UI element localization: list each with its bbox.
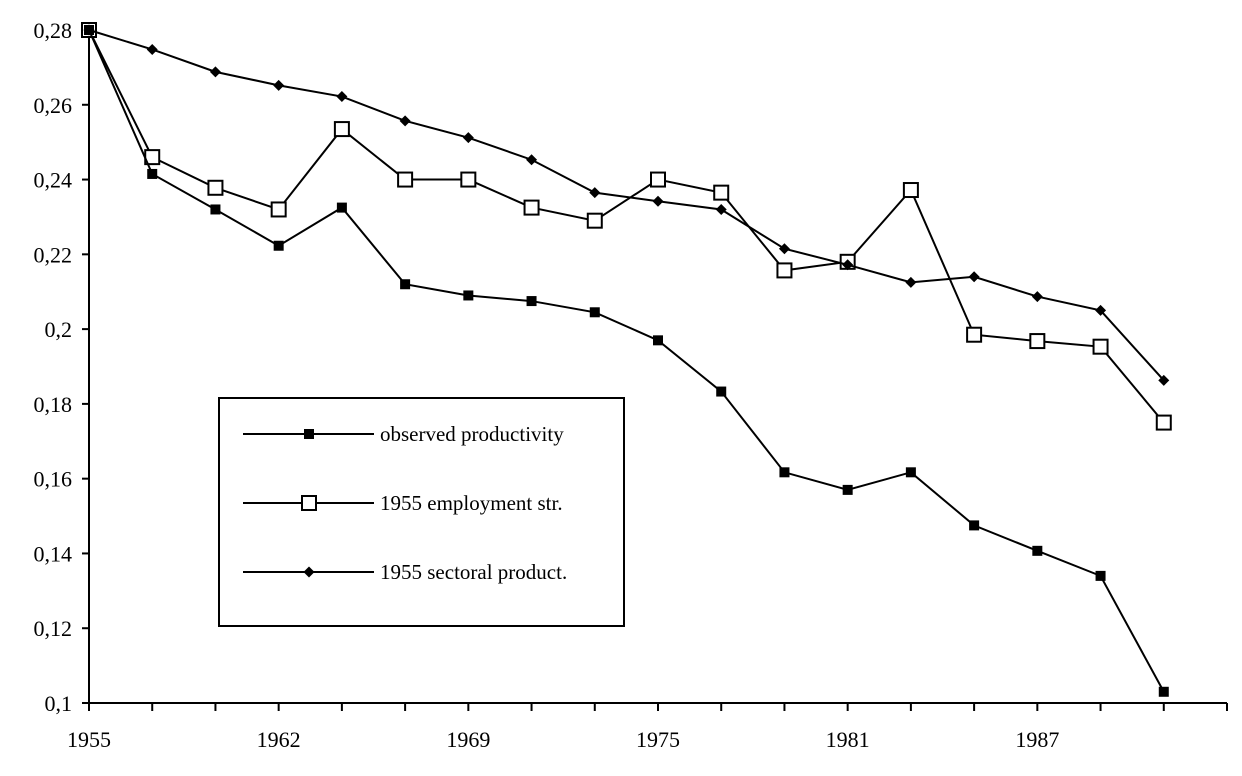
series-1955-sectoral-product xyxy=(83,24,1170,386)
y-tick-label: 0,24 xyxy=(34,168,73,193)
data-point xyxy=(650,171,666,188)
data-point xyxy=(526,154,538,166)
legend-label: 1955 employment str. xyxy=(380,491,563,515)
data-point xyxy=(902,182,919,199)
data-point xyxy=(842,484,853,495)
data-point xyxy=(333,121,350,138)
data-point xyxy=(273,79,285,91)
x-tick-label: 1987 xyxy=(1015,727,1059,752)
series-observed-productivity xyxy=(84,25,1169,697)
data-point xyxy=(716,386,727,397)
legend-entry: 1955 employment str. xyxy=(243,491,563,515)
data-point xyxy=(778,243,790,255)
x-tick-label: 1975 xyxy=(636,727,680,752)
data-point xyxy=(336,91,348,103)
data-point xyxy=(336,202,347,213)
data-point xyxy=(842,259,854,271)
y-tick-label: 0,12 xyxy=(34,616,73,641)
series-1955-employment-str xyxy=(81,22,1172,431)
y-tick-label: 0,16 xyxy=(34,467,73,492)
data-point xyxy=(397,171,414,188)
y-axis: 0,1 0,12 0,14 0,16 0,18 0,2 0,22 0,24 0,26 0,28 xyxy=(34,18,90,716)
data-point xyxy=(1029,333,1046,350)
data-point xyxy=(966,326,983,343)
x-tick-label: 1981 xyxy=(826,727,870,752)
x-tick-label: 1962 xyxy=(257,727,301,752)
data-point xyxy=(1031,291,1043,303)
x-tick-label: 1955 xyxy=(67,727,111,752)
series-layer xyxy=(81,22,1172,697)
data-point xyxy=(1095,304,1107,316)
data-point xyxy=(713,184,730,201)
data-point xyxy=(653,335,663,346)
data-point xyxy=(776,262,793,279)
data-point xyxy=(1092,338,1109,355)
data-point xyxy=(589,307,600,318)
data-point xyxy=(652,195,664,207)
y-tick-label: 0,26 xyxy=(34,93,73,118)
data-point xyxy=(905,467,916,478)
data-point xyxy=(273,240,284,251)
y-tick-label: 0,28 xyxy=(34,18,73,43)
data-point xyxy=(207,179,224,196)
legend-label: observed productivity xyxy=(380,422,564,446)
legend-marker xyxy=(304,429,314,439)
data-point xyxy=(400,279,411,290)
data-point xyxy=(586,212,603,229)
y-tick-label: 0,22 xyxy=(34,242,73,267)
data-point xyxy=(210,204,221,215)
y-tick-label: 0,2 xyxy=(45,317,73,342)
x-axis: 1955 1962 1969 1975 1981 1987 xyxy=(67,702,1228,752)
data-point xyxy=(83,24,95,36)
legend-entry: observed productivity xyxy=(243,422,564,446)
y-tick-label: 0,1 xyxy=(45,691,73,716)
data-point xyxy=(147,168,158,179)
data-point xyxy=(270,201,287,218)
data-point xyxy=(969,520,980,531)
data-point xyxy=(1158,374,1170,386)
legend-marker xyxy=(303,566,315,578)
data-point xyxy=(526,296,537,307)
series-line xyxy=(88,29,1165,693)
series-line xyxy=(88,29,1165,424)
data-point xyxy=(1032,545,1043,556)
legend-entry: 1955 sectoral product. xyxy=(243,560,567,584)
data-point xyxy=(462,132,474,144)
data-point xyxy=(399,115,411,127)
data-point xyxy=(209,66,221,78)
legend-label: 1955 sectoral product. xyxy=(380,560,567,584)
data-point xyxy=(715,203,727,215)
data-point xyxy=(589,187,601,199)
legend-marker xyxy=(301,495,317,511)
y-tick-label: 0,14 xyxy=(34,541,73,566)
legend-box xyxy=(218,397,625,627)
data-point xyxy=(779,467,790,478)
data-point xyxy=(905,276,917,288)
x-tick-label: 1969 xyxy=(446,727,490,752)
data-point xyxy=(523,199,540,216)
data-point xyxy=(460,171,477,188)
data-point xyxy=(1095,570,1106,581)
data-point xyxy=(1158,686,1169,697)
series-line xyxy=(88,29,1165,382)
data-point xyxy=(463,290,474,301)
data-point xyxy=(146,43,158,55)
y-tick-label: 0,18 xyxy=(34,392,73,417)
data-point xyxy=(1155,414,1172,431)
legend: observed productivity 1955 employment str… xyxy=(218,397,625,627)
data-point xyxy=(968,271,980,283)
